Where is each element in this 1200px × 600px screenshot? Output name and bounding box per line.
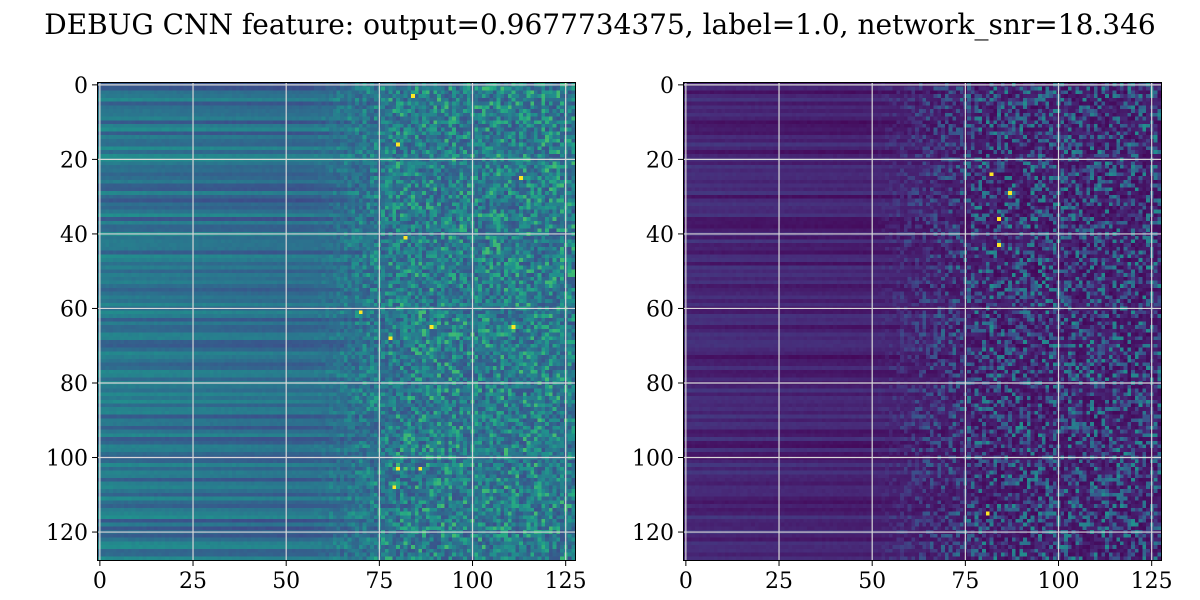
y-tick-label: 120 [46,521,88,546]
y-tick-label: 80 [646,372,674,397]
y-tick-label: 120 [632,521,674,546]
x-tick-label: 25 [765,569,793,594]
x-tick-label: 75 [365,569,393,594]
x-tick-label: 50 [272,569,300,594]
x-tick-label: 125 [1131,569,1173,594]
y-tick-label: 60 [646,297,674,322]
y-tick-label: 20 [60,148,88,173]
y-tick-label: 100 [46,447,88,472]
y-tick-label: 40 [646,223,674,248]
y-tick-label: 40 [60,223,88,248]
x-tick-label: 0 [93,569,107,594]
figure-title: DEBUG CNN feature: output=0.9677734375, … [44,8,1156,41]
y-tick-label: 20 [646,148,674,173]
y-tick-label: 0 [74,74,88,99]
x-tick-label: 125 [545,569,587,594]
heatmap-image-right [684,83,1161,560]
y-tick-label: 100 [632,447,674,472]
heatmap-image-left [98,83,575,560]
y-tick-label: 80 [60,372,88,397]
x-tick-label: 100 [1038,569,1080,594]
y-tick-label: 60 [60,297,88,322]
x-tick-label: 25 [179,569,207,594]
x-tick-label: 50 [858,569,886,594]
x-tick-label: 0 [679,569,693,594]
x-tick-label: 75 [951,569,979,594]
y-tick-label: 0 [660,74,674,99]
x-tick-label: 100 [452,569,494,594]
